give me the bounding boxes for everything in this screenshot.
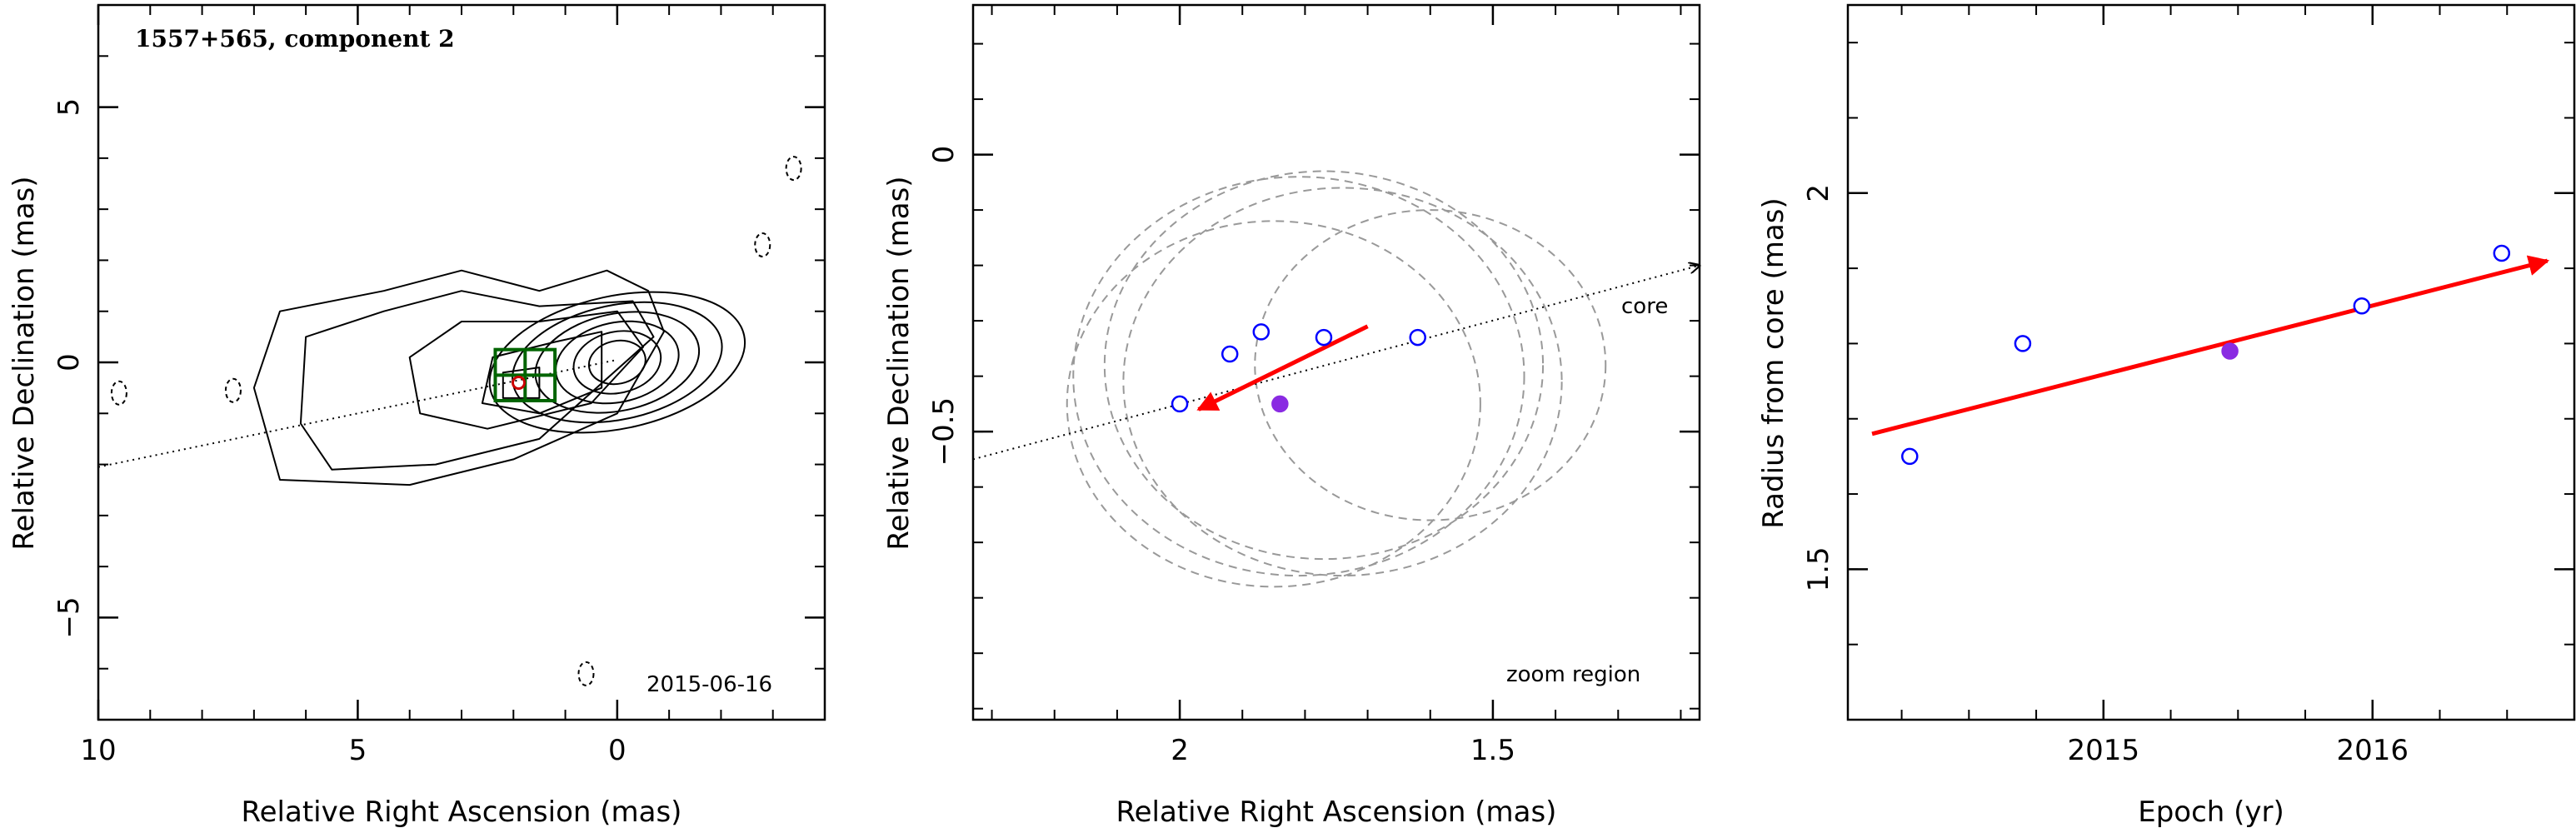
noise-contour: [577, 661, 595, 686]
x-tick-label: 5: [349, 734, 367, 767]
fit-arrow: [1871, 255, 2550, 436]
zoom-region-box: [493, 347, 557, 402]
y-tick-label: −0.5: [927, 397, 961, 466]
data-points: [1171, 323, 1426, 413]
epoch-radius-point: [1901, 447, 1919, 466]
axis-ticks: [97, 4, 826, 721]
y-tick-label: 5: [52, 98, 86, 117]
contour: [252, 269, 665, 486]
contour: [534, 311, 701, 414]
contour: [555, 320, 680, 405]
beam-circle: [1066, 220, 1481, 588]
epoch-annotation: 2015-06-16: [646, 672, 772, 697]
noise-contour: [785, 156, 802, 182]
x-axis-title: Relative Right Ascension (mas): [1116, 796, 1557, 829]
motion-vector-arrow: [1196, 324, 1369, 412]
epoch-position-point: [1315, 328, 1333, 347]
contour: [481, 331, 603, 415]
tick-labels: 2015 2016 1.5 2: [1802, 184, 2409, 767]
mean-radius-point: [2221, 342, 2239, 360]
jet-axis-dotted-line: [97, 358, 618, 468]
epoch-position-point: [1221, 345, 1239, 363]
data-points: [1901, 244, 2511, 466]
x-axis-title: Relative Right Ascension (mas): [242, 796, 682, 829]
panel-title: 1557+565, component 2: [135, 25, 455, 52]
epoch-position-point: [1409, 328, 1426, 347]
y-axis-title: Relative Declination (mas): [7, 176, 41, 550]
mean-position-point: [1271, 395, 1289, 413]
plot-frame: [971, 3, 1701, 721]
epoch-position-point: [1171, 395, 1189, 413]
axis-ticks: [973, 5, 1700, 720]
contour-lines: [110, 156, 802, 686]
radius-vs-epoch-panel: 2015 2016 1.5 2 Epoch (yr) Radius from core…: [1757, 3, 2576, 829]
contour: [502, 367, 541, 399]
y-tick-label: 0: [927, 146, 961, 164]
y-tick-label: 2: [1802, 184, 1835, 202]
beam-circle: [1072, 176, 1525, 577]
jet-contour-map-panel: 1557+565, component 2 2015-06-16 10 5 0 −5 0…: [7, 3, 826, 829]
beam-circles: [1066, 170, 1607, 588]
contour: [572, 330, 662, 395]
y-tick-label: −5: [52, 596, 86, 638]
x-tick-label: 0: [608, 734, 627, 767]
y-axis-title: Radius from core (mas): [1757, 197, 1790, 528]
epoch-radius-point: [2493, 244, 2511, 262]
zoom-region-label: zoom region: [1506, 662, 1640, 687]
component-marker: [512, 376, 527, 391]
tick-labels: 2 1.5 0 −0.5: [927, 146, 1515, 767]
contour: [587, 339, 646, 386]
beam-circle: [1254, 209, 1607, 521]
tick-labels: 10 5 0 −5 0 5: [52, 98, 627, 767]
zoom-region-panel: core zoom region 2 1.5 0 −0.5 Relative Righ…: [882, 3, 1701, 829]
epoch-position-point: [1252, 323, 1271, 341]
beam-circle: [1122, 187, 1563, 577]
x-tick-label: 1.5: [1470, 734, 1515, 767]
epoch-radius-point: [2014, 335, 2032, 352]
noise-contour: [110, 380, 127, 406]
contour: [408, 310, 644, 430]
y-axis-title: Relative Declination (mas): [882, 176, 916, 550]
noise-contour: [224, 377, 242, 403]
noise-contour: [754, 232, 771, 258]
x-tick-label: 2015: [2068, 734, 2140, 767]
contour: [488, 291, 746, 434]
epoch-radius-point: [2353, 297, 2371, 315]
x-axis-title: Epoch (yr): [2138, 796, 2284, 829]
x-tick-label: 2016: [2337, 734, 2409, 767]
plot-frame: [97, 3, 826, 721]
y-tick-label: 0: [52, 353, 86, 372]
x-tick-label: 10: [80, 734, 116, 767]
beam-circle: [1103, 170, 1545, 561]
plot-frame: [1846, 3, 2576, 721]
y-tick-label: 1.5: [1802, 546, 1835, 591]
axis-ticks: [1848, 5, 2575, 721]
x-tick-label: 2: [1171, 734, 1189, 767]
contour: [299, 290, 655, 471]
core-label: core: [1621, 294, 1668, 319]
